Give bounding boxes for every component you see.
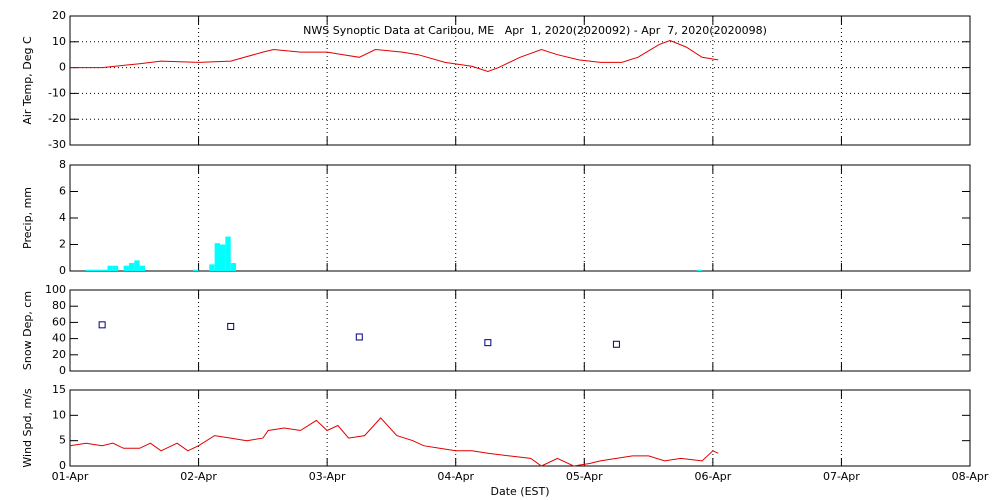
x-tick-label: 04-Apr bbox=[437, 470, 474, 483]
y-tick-label: -10 bbox=[48, 86, 66, 99]
line bbox=[69, 417, 719, 467]
y-tick-label: 0 bbox=[59, 264, 66, 277]
bar bbox=[96, 269, 103, 271]
bar bbox=[220, 244, 226, 271]
y-tick-label: -20 bbox=[48, 112, 66, 125]
y-tick-label: 2 bbox=[59, 238, 66, 251]
bar bbox=[230, 263, 237, 271]
point bbox=[98, 321, 106, 329]
y-tick-label: -30 bbox=[48, 138, 66, 151]
y-tick-label: 0 bbox=[59, 364, 66, 377]
point bbox=[484, 339, 492, 347]
x-axis-label: Date (EST) bbox=[490, 485, 549, 498]
point bbox=[227, 322, 235, 330]
point bbox=[612, 340, 620, 348]
y-tick-label: 10 bbox=[52, 35, 66, 48]
x-tick-label: 07-Apr bbox=[823, 470, 860, 483]
x-tick-label: 06-Apr bbox=[694, 470, 731, 483]
bar bbox=[102, 269, 108, 271]
point bbox=[355, 333, 363, 341]
x-tick-label: 02-Apr bbox=[180, 470, 217, 483]
y-tick-label: 20 bbox=[52, 9, 66, 22]
y-axis-label: Air Temp, Deg C bbox=[21, 36, 34, 125]
y-tick-label: 0 bbox=[59, 61, 66, 74]
chart-title: NWS Synoptic Data at Caribou, ME Apr 1, … bbox=[303, 24, 767, 37]
y-tick-label: 8 bbox=[59, 158, 66, 171]
x-tick-label: 01-Apr bbox=[52, 470, 89, 483]
x-tick-label: 05-Apr bbox=[566, 470, 603, 483]
y-tick-label: 15 bbox=[52, 383, 66, 396]
x-tick-label: 03-Apr bbox=[309, 470, 346, 483]
y-tick-label: 5 bbox=[59, 434, 66, 447]
y-tick-label: 40 bbox=[52, 332, 66, 345]
x-tick-label: 08-Apr bbox=[952, 470, 989, 483]
y-tick-label: 6 bbox=[59, 185, 66, 198]
y-tick-label: 100 bbox=[45, 283, 66, 296]
y-tick-label: 20 bbox=[52, 348, 66, 361]
bar bbox=[696, 269, 703, 271]
bar bbox=[107, 265, 113, 271]
y-tick-label: 60 bbox=[52, 315, 66, 328]
panel-frame bbox=[69, 15, 971, 146]
bar bbox=[112, 265, 119, 271]
bar bbox=[214, 243, 220, 271]
bar bbox=[139, 265, 145, 271]
y-tick-label: 0 bbox=[59, 459, 66, 472]
bar bbox=[209, 264, 215, 271]
bar bbox=[91, 269, 97, 271]
bar bbox=[123, 265, 129, 271]
y-axis-label: Precip, mm bbox=[21, 187, 34, 249]
panel-frame bbox=[69, 389, 971, 467]
bar bbox=[193, 269, 199, 271]
y-tick-label: 80 bbox=[52, 299, 66, 312]
bar bbox=[86, 269, 92, 271]
bar bbox=[134, 260, 140, 271]
line bbox=[70, 39, 719, 73]
bar bbox=[128, 263, 135, 271]
bar bbox=[225, 236, 231, 271]
y-tick-label: 4 bbox=[59, 211, 66, 224]
y-axis-label: Wind Spd, m/s bbox=[21, 388, 34, 468]
panel-frame bbox=[69, 289, 971, 372]
y-tick-label: 10 bbox=[52, 408, 66, 421]
y-axis-label: Snow Dep, cm bbox=[21, 291, 34, 370]
